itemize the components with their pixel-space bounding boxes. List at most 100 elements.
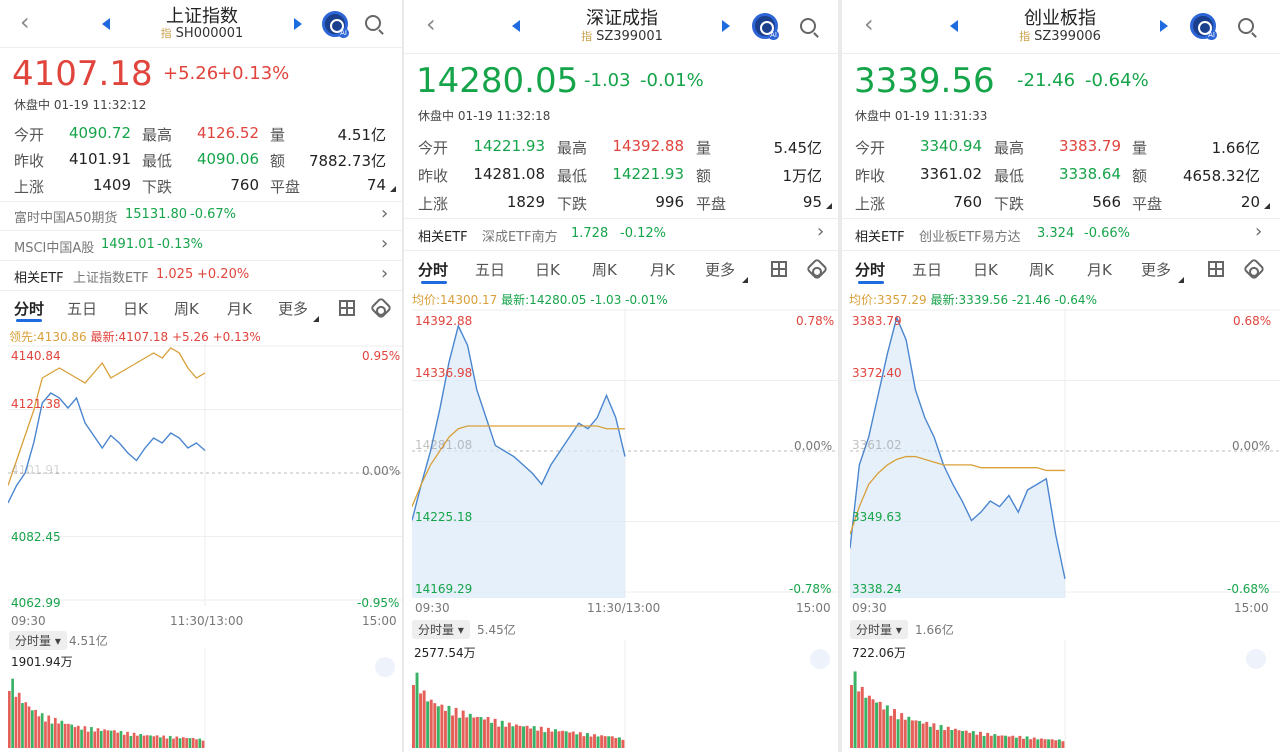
chevron-right-icon[interactable]: › [381, 233, 389, 254]
next-triangle-icon[interactable] [294, 18, 302, 30]
ai-icon[interactable]: AI [322, 11, 349, 38]
tab-daily-k[interactable]: 日K [123, 300, 148, 318]
volume-bar [142, 735, 146, 748]
tab-monthly-k[interactable]: 月K [650, 261, 675, 279]
volume-bar [546, 727, 550, 748]
volume-bar [621, 739, 625, 748]
expand-stats-mark[interactable] [390, 186, 396, 192]
tab-more[interactable]: 更多 [278, 300, 309, 318]
back-icon[interactable]: ‹ [864, 10, 874, 38]
volume-selector[interactable]: 分时量 ▾ [850, 620, 908, 639]
chevron-right-icon[interactable]: › [381, 263, 389, 284]
prev-triangle-icon[interactable] [950, 20, 958, 32]
expand-icon[interactable] [375, 657, 395, 677]
tab-intraday[interactable]: 分时 [418, 261, 449, 279]
more-dropdown-mark[interactable] [1178, 277, 1184, 283]
back-icon[interactable]: ‹ [426, 10, 436, 38]
tab-weekly-k[interactable]: 周K [1029, 261, 1054, 279]
intraday-chart[interactable] [412, 308, 838, 598]
gear-icon[interactable] [369, 296, 393, 320]
y-label: 3349.63 [852, 510, 902, 524]
more-dropdown-mark[interactable] [313, 316, 319, 322]
tab-weekly-k[interactable]: 周K [592, 261, 617, 279]
intraday-chart[interactable] [850, 308, 1280, 598]
expand-stats-mark[interactable] [826, 203, 832, 209]
tab-intraday[interactable]: 分时 [855, 261, 886, 279]
volume-bar [585, 733, 589, 748]
tab-monthly-k[interactable]: 月K [227, 300, 252, 318]
tab-more[interactable]: 更多 [1141, 261, 1172, 279]
y-label: 14281.08 [415, 438, 473, 452]
expand-icon[interactable] [810, 649, 830, 669]
volume-bar [440, 704, 444, 748]
volume-bar [57, 723, 60, 748]
tab-intraday[interactable]: 分时 [14, 300, 45, 318]
stat-value: 95 [802, 193, 822, 211]
expand-icon[interactable] [1246, 649, 1266, 669]
chevron-right-icon[interactable]: › [817, 221, 825, 242]
search-icon[interactable] [800, 18, 816, 34]
volume-bar [44, 721, 47, 748]
volume-chart [850, 640, 1066, 748]
stat-value: 1829 [506, 193, 545, 211]
volume-selector[interactable]: 分时量 ▾ [412, 620, 470, 639]
volume-bar [1043, 739, 1047, 748]
tab-daily-k[interactable]: 日K [973, 261, 998, 279]
tab-5day[interactable]: 五日 [67, 300, 98, 318]
tab-5day[interactable]: 五日 [912, 261, 943, 279]
stat-label: 今开 [418, 139, 449, 157]
gear-icon[interactable] [1242, 257, 1266, 281]
search-icon[interactable] [365, 15, 381, 31]
volume-bar [34, 709, 37, 748]
volume-bar [910, 720, 914, 748]
code-text: SZ399006 [1034, 29, 1101, 44]
page-title: 创业板指 [1024, 8, 1096, 29]
tab-5day[interactable]: 五日 [475, 261, 506, 279]
ai-icon[interactable]: AI [1190, 13, 1217, 40]
grid-icon[interactable] [771, 261, 787, 277]
row-divider [0, 290, 402, 291]
related-value: 1.025 [156, 267, 194, 282]
related-label: 富时中国A50期货 [14, 211, 118, 226]
next-triangle-icon[interactable] [722, 20, 730, 32]
volume-bar [1018, 735, 1022, 748]
intraday-chart[interactable] [8, 344, 402, 614]
current-price: 4107.18 [12, 54, 153, 94]
volume-bar [907, 716, 911, 748]
tab-monthly-k[interactable]: 月K [1087, 261, 1112, 279]
tab-daily-k[interactable]: 日K [535, 261, 560, 279]
tab-weekly-k[interactable]: 周K [174, 300, 199, 318]
volume-bar [1004, 735, 1008, 748]
stat-value: 14392.88 [612, 137, 684, 155]
legend-latest: 最新:4107.18 [90, 330, 169, 344]
more-dropdown-mark[interactable] [742, 277, 748, 283]
prev-triangle-icon[interactable] [512, 20, 520, 32]
volume-bar [518, 725, 522, 748]
stat-label: 平盘 [696, 195, 727, 213]
related-value: 3.324 [1037, 226, 1075, 241]
stat-label: 量 [270, 126, 286, 144]
prev-triangle-icon[interactable] [102, 18, 110, 30]
next-triangle-icon[interactable] [1160, 20, 1168, 32]
grid-icon[interactable] [1208, 261, 1224, 277]
chevron-right-icon[interactable]: › [1255, 221, 1263, 242]
ai-icon[interactable]: AI [752, 13, 779, 40]
volume-selector[interactable]: 分时量 ▾ [9, 631, 67, 650]
gear-icon[interactable] [805, 257, 829, 281]
volume-bar [1050, 739, 1054, 748]
stat-label: 量 [696, 139, 712, 157]
expand-stats-mark[interactable] [1264, 203, 1270, 209]
chevron-right-icon[interactable]: › [381, 203, 389, 224]
market-status: 休盘中 01-19 11:32:12 [14, 98, 147, 112]
volume-selector-label: 分时量 [856, 623, 893, 637]
volume-bar [493, 718, 497, 748]
back-icon[interactable]: ‹ [20, 8, 30, 36]
grid-icon[interactable] [339, 300, 355, 316]
search-icon[interactable] [1238, 18, 1254, 34]
volume-bar [422, 690, 426, 748]
tab-more[interactable]: 更多 [705, 261, 736, 279]
volume-bar [185, 738, 188, 748]
y-label: 14169.29 [415, 582, 473, 596]
pct-mid: 0.00% [1232, 439, 1271, 453]
stat-value: 4.51亿 [337, 126, 386, 144]
